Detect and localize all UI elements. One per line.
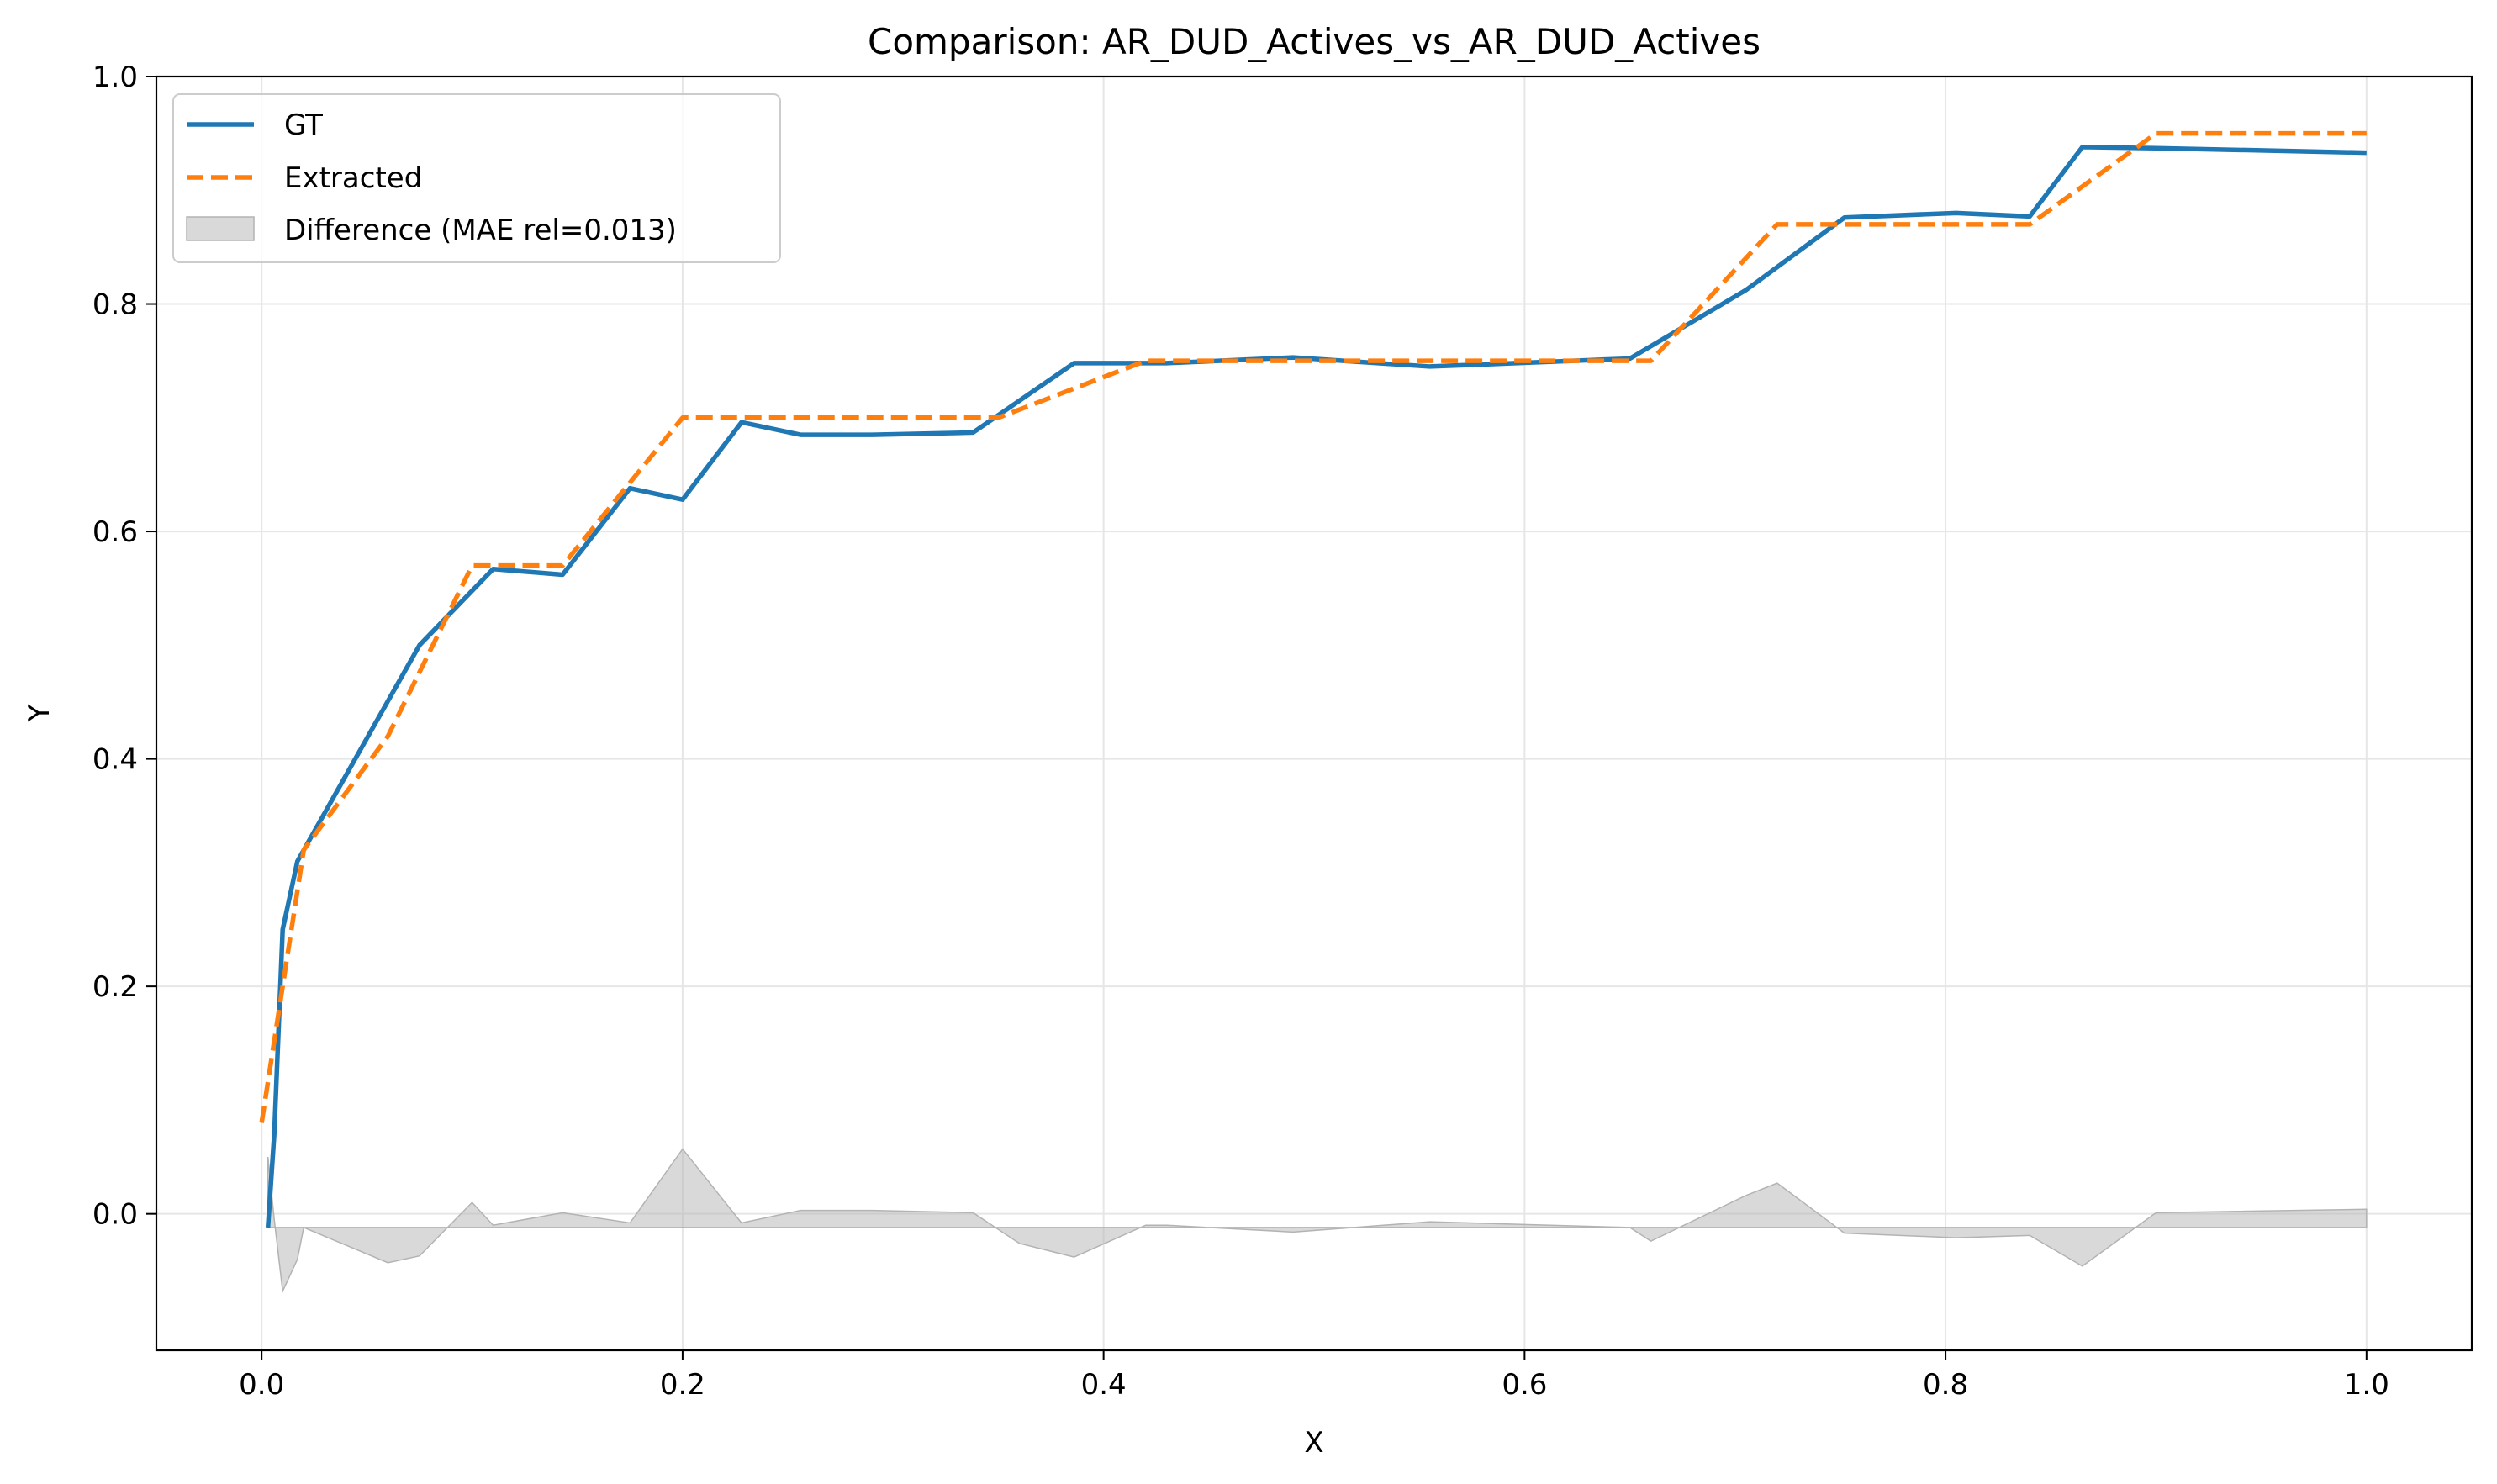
y-tick-label: 0.4 (92, 743, 138, 777)
x-tick-label: 0.0 (239, 1368, 284, 1402)
axis-ticks: 0.0 0.2 0.4 0.6 0.8 1.0 0.0 0.2 0.4 0.6 0.8 1.0 (92, 61, 2389, 1402)
grid (156, 76, 2472, 1350)
legend-box (172, 93, 781, 263)
x-tick-label: 0.2 (660, 1368, 705, 1402)
legend-label-difference: Difference (MAE rel=0.013) (284, 214, 677, 247)
x-tick-label: 0.6 (1502, 1368, 1547, 1402)
chart-title: Comparison: AR_DUD_Actives_vs_AR_DUD_Act… (868, 21, 1761, 62)
legend: GT Extracted Difference (MAE rel=0.013) (172, 93, 781, 263)
difference-area-fill (267, 1148, 2368, 1294)
x-tick-label: 0.8 (1923, 1368, 1968, 1402)
x-tick-label: 0.4 (1081, 1368, 1127, 1402)
difference-area (267, 1148, 2368, 1294)
y-tick-label: 0.2 (92, 970, 138, 1004)
y-axis-label: Y (23, 704, 56, 722)
legend-label-gt: GT (284, 108, 323, 142)
y-tick-label: 1.0 (92, 61, 138, 94)
legend-label-extracted: Extracted (284, 161, 422, 195)
y-tick-label: 0.8 (92, 288, 138, 322)
x-tick-label: 1.0 (2344, 1368, 2389, 1402)
series-line-extracted (259, 130, 2367, 1123)
series-lines (259, 130, 2367, 1228)
series-line-gt (265, 145, 2367, 1228)
y-tick-label: 0.0 (92, 1198, 138, 1232)
x-axis-label: X (1304, 1426, 1323, 1460)
plot-frame (155, 75, 2473, 1352)
y-tick-label: 0.6 (92, 515, 138, 549)
legend-swatch-difference (186, 216, 255, 241)
